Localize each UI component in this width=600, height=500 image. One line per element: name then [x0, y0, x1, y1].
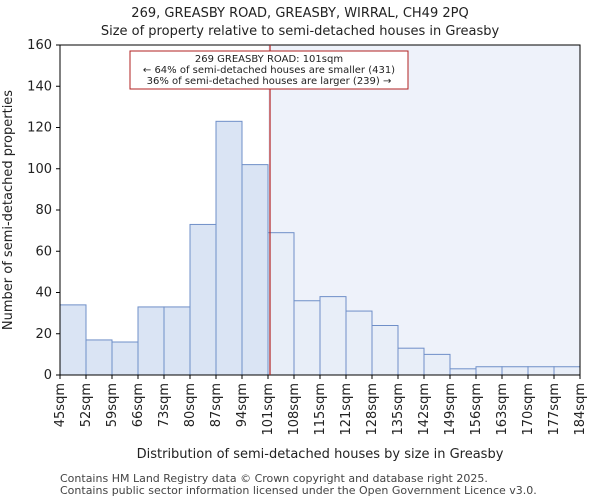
y-tick-label: 140 — [27, 79, 52, 94]
x-tick-label: 108sqm — [287, 383, 302, 436]
bar-115sqm — [319, 296, 347, 376]
bar-52sqm — [85, 339, 113, 376]
y-tick-label: 100 — [27, 162, 52, 177]
bar-156sqm — [475, 366, 503, 376]
bar-142sqm — [423, 353, 451, 376]
bar-45sqm — [59, 304, 87, 376]
bar-101sqm — [267, 232, 295, 376]
annotation-line-3: 36% of semi-detached houses are larger (… — [147, 76, 392, 87]
x-tick-label: 80sqm — [183, 383, 198, 427]
chart-subtitle: Size of property relative to semi-detach… — [101, 24, 500, 39]
x-tick-label: 163sqm — [495, 383, 510, 436]
bar-163sqm — [501, 366, 529, 376]
annotation-box — [129, 50, 409, 90]
x-tick-label: 149sqm — [443, 383, 458, 436]
x-tick-label: 177sqm — [547, 383, 562, 436]
y-tick-label: 80 — [35, 203, 52, 218]
y-tick-label: 40 — [35, 286, 52, 301]
x-tick-label: 128sqm — [365, 383, 380, 436]
bar-170sqm — [527, 366, 555, 376]
bar-87sqm — [215, 120, 243, 376]
bar-135sqm — [397, 347, 425, 376]
x-tick-label: 87sqm — [209, 383, 224, 427]
chart-title: 269, GREASBY ROAD, GREASBY, WIRRAL, CH49… — [131, 6, 468, 21]
bar-59sqm — [111, 341, 139, 376]
x-tick-label: 170sqm — [521, 383, 536, 436]
x-tick-label: 184sqm — [573, 383, 588, 436]
bar-66sqm — [137, 306, 165, 376]
y-tick-label: 20 — [35, 327, 52, 342]
bar-128sqm — [371, 325, 399, 376]
x-tick-label: 94sqm — [235, 383, 250, 427]
x-tick-label: 59sqm — [105, 383, 120, 427]
x-tick-label: 142sqm — [417, 383, 432, 436]
annotation-line-1: 269 GREASBY ROAD: 101sqm — [195, 54, 343, 65]
bar-177sqm — [553, 366, 581, 376]
x-tick-label: 101sqm — [261, 383, 276, 436]
x-tick-label: 135sqm — [391, 383, 406, 436]
x-axis-label: Distribution of semi-detached houses by … — [137, 447, 504, 462]
bar-73sqm — [163, 306, 191, 376]
y-tick-label: 0 — [44, 368, 52, 383]
bar-121sqm — [345, 310, 373, 376]
bar-80sqm — [189, 223, 217, 376]
y-tick-label: 60 — [35, 244, 52, 259]
x-tick-label: 156sqm — [469, 383, 484, 436]
x-tick-label: 115sqm — [313, 383, 328, 436]
footer-line-2: Contains public sector information licen… — [60, 484, 537, 497]
y-tick-label: 120 — [27, 121, 52, 136]
annotation-line-2: ← 64% of semi-detached houses are smalle… — [143, 65, 395, 76]
bar-94sqm — [241, 164, 269, 376]
x-tick-label: 66sqm — [131, 383, 146, 427]
plot-area: 0 20 40 60 80 100 120 140 160 45sqm 52sqm 59sqm 66sq… — [27, 38, 588, 436]
x-tick-label: 45sqm — [53, 383, 68, 427]
bar-149sqm — [449, 368, 477, 376]
x-tick-label: 73sqm — [157, 383, 172, 427]
footer-line-1: Contains HM Land Registry data © Crown c… — [60, 472, 488, 485]
x-tick-label: 52sqm — [79, 383, 94, 427]
y-axis-label: Number of semi-detached properties — [1, 90, 16, 330]
x-tick-label: 121sqm — [339, 383, 354, 436]
bar-108sqm — [293, 300, 321, 376]
y-tick-label: 160 — [27, 38, 52, 53]
